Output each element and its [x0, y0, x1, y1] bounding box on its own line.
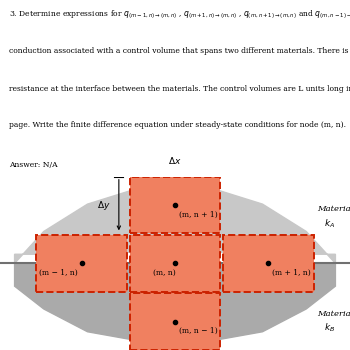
Bar [130, 177, 220, 233]
Text: (m, n): (m, n) [153, 269, 176, 277]
Text: 3. Determine expressions for $q_{(m-1,n)\to(m,n)}$ , $q_{(m+1,n)\to(m,n)}$ , $q_: 3. Determine expressions for $q_{(m-1,n)… [9, 9, 350, 21]
Bar [130, 293, 220, 350]
Polygon shape [15, 184, 335, 264]
Text: Material B: Material B [317, 309, 350, 317]
Bar [36, 235, 127, 292]
Polygon shape [15, 264, 335, 345]
Text: (m − 1, n): (m − 1, n) [39, 269, 78, 277]
Text: (m, n + 1): (m, n + 1) [178, 210, 217, 218]
Text: $\Delta y$: $\Delta y$ [97, 198, 110, 211]
Text: (m + 1, n): (m + 1, n) [272, 269, 311, 277]
Text: Answer: N/A: Answer: N/A [9, 161, 57, 169]
Text: $\Delta x$: $\Delta x$ [168, 155, 182, 166]
Bar [223, 235, 314, 292]
Text: conduction associated with a control volume that spans two different materials. : conduction associated with a control vol… [9, 47, 350, 55]
Text: $k_B$: $k_B$ [324, 322, 336, 334]
Bar [130, 235, 220, 292]
Text: Material A: Material A [317, 205, 350, 213]
Text: (m, n − 1): (m, n − 1) [178, 327, 217, 335]
Text: page. Write the finite difference equation under steady-state conditions for nod: page. Write the finite difference equati… [9, 121, 346, 129]
Text: resistance at the interface between the materials. The control volumes are L uni: resistance at the interface between the … [9, 85, 350, 93]
Text: $k_A$: $k_A$ [324, 217, 336, 230]
